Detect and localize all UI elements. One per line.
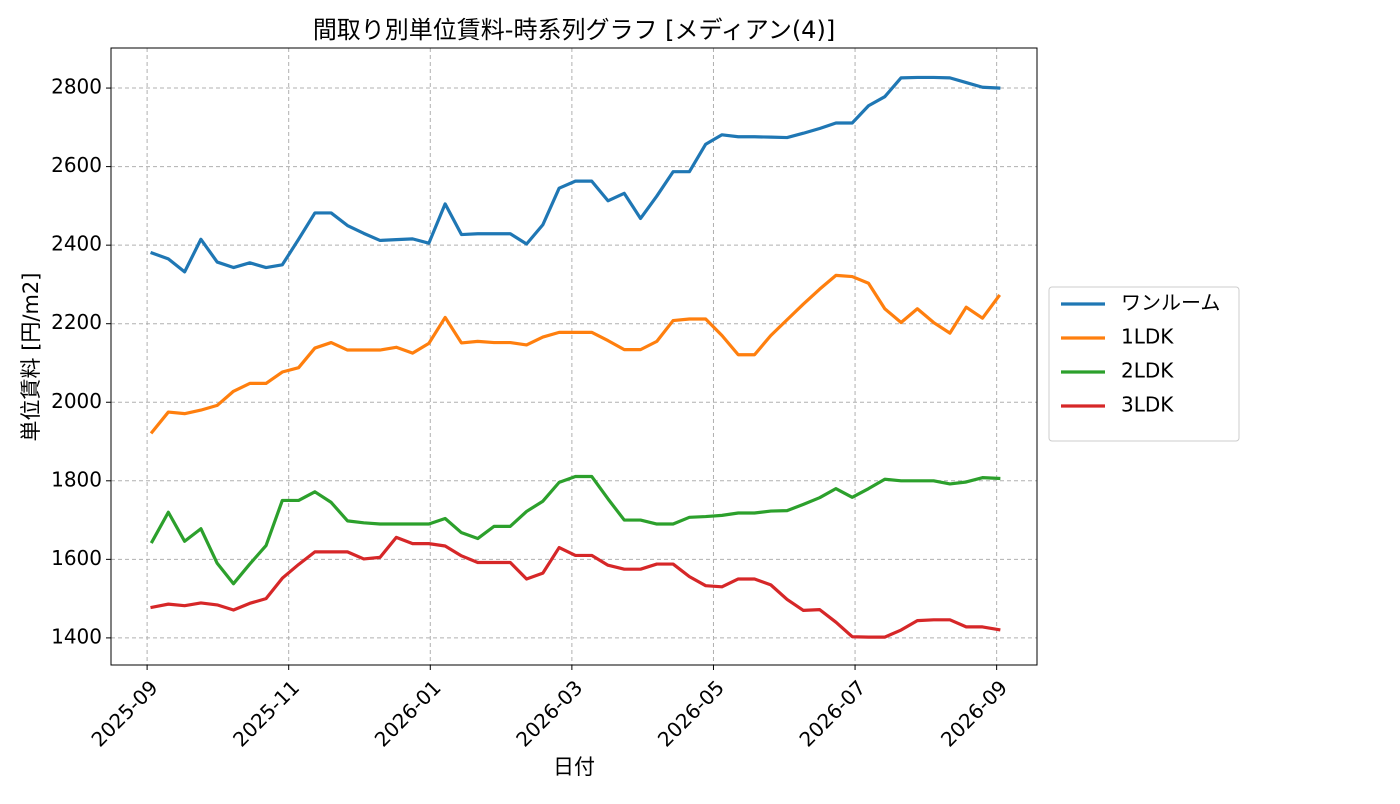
x-axis-label: 日付: [553, 755, 595, 779]
y-tick-label: 2200: [51, 310, 102, 334]
y-tick-label: 1400: [51, 624, 102, 648]
legend-box: [1048, 286, 1240, 442]
legend-label: ワンルーム: [1121, 291, 1220, 315]
y-tick-label: 1600: [51, 546, 102, 570]
x-tick-label: 2026-05: [653, 675, 729, 751]
legend-label: 1LDK: [1121, 325, 1174, 349]
x-tick-label: 2026-03: [511, 675, 587, 751]
x-tick-label: 2025-09: [86, 675, 162, 751]
series-line: [149, 273, 1002, 435]
y-axis-label: 単位賃料 [円/m2]: [19, 273, 43, 442]
series-line: [150, 75, 1001, 274]
x-tick-label: 2026-09: [936, 675, 1012, 751]
legend-label: 3LDK: [1121, 393, 1174, 417]
y-tick-label: 2800: [51, 75, 102, 99]
y-tick-label: 2600: [51, 153, 102, 177]
x-tick-label: 2026-07: [794, 675, 870, 751]
legend-label: 2LDK: [1121, 359, 1174, 383]
x-tick-label: 2026-01: [370, 675, 446, 751]
legend: ワンルーム 1LDK 2LDK 3LDK: [1048, 286, 1240, 442]
y-tick-label: 1800: [51, 467, 102, 491]
y-tick-label: 2400: [51, 232, 102, 256]
series-line: [149, 474, 1001, 586]
chart-title: 間取り別単位賃料-時系列グラフ [メディアン(4)]: [313, 16, 835, 44]
x-tick-label: 2025-11: [228, 675, 304, 751]
series-line: [150, 535, 1001, 639]
plot-frame: [110, 47, 1038, 666]
y-tick-label: 2000: [51, 389, 102, 413]
